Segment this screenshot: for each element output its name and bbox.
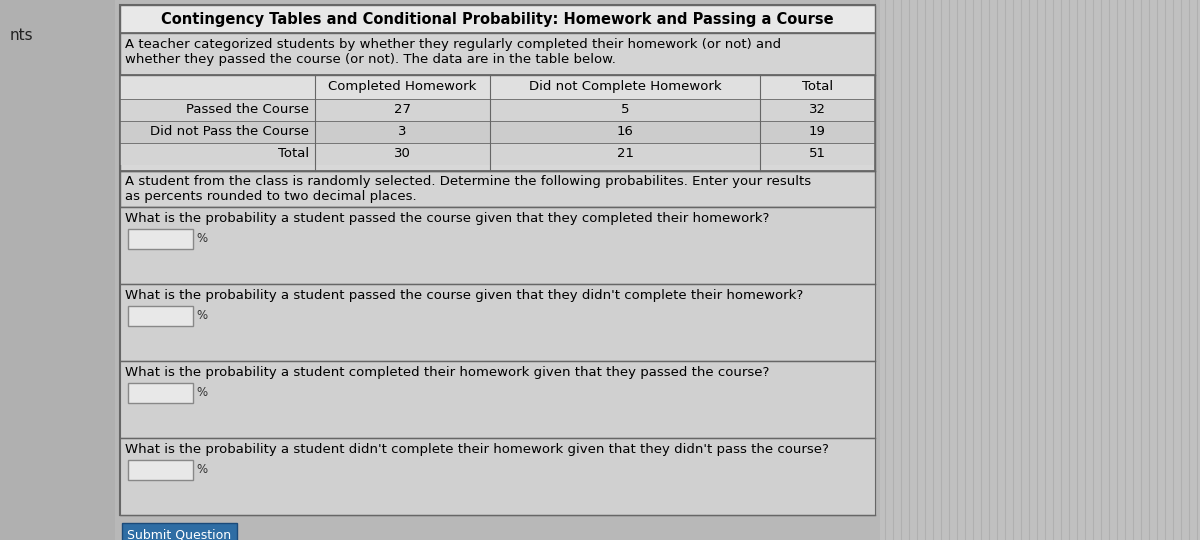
Bar <box>128 229 193 249</box>
Bar <box>120 75 875 171</box>
Text: 51: 51 <box>809 147 826 160</box>
Bar <box>120 143 875 165</box>
Bar <box>120 121 875 143</box>
Text: %: % <box>196 386 208 399</box>
Text: 27: 27 <box>394 103 410 116</box>
Bar <box>120 361 875 438</box>
Text: Completed Homework: Completed Homework <box>329 80 476 93</box>
Text: %: % <box>196 309 208 322</box>
Bar <box>120 5 875 33</box>
Text: Passed the Course: Passed the Course <box>186 103 310 116</box>
Text: A student from the class is randomly selected. Determine the following probabili: A student from the class is randomly sel… <box>125 175 811 188</box>
Bar <box>120 5 875 515</box>
Text: 30: 30 <box>394 147 410 160</box>
Bar <box>128 306 193 326</box>
Bar <box>128 460 193 480</box>
Text: 19: 19 <box>809 125 826 138</box>
Text: nts: nts <box>10 28 34 43</box>
Text: A teacher categorized students by whether they regularly completed their homewor: A teacher categorized students by whethe… <box>125 38 781 51</box>
Text: Contingency Tables and Conditional Probability: Homework and Passing a Course: Contingency Tables and Conditional Proba… <box>161 12 834 27</box>
Text: whether they passed the course (or not). The data are in the table below.: whether they passed the course (or not).… <box>125 53 616 66</box>
Text: 16: 16 <box>617 125 634 138</box>
Bar <box>120 33 875 75</box>
Text: What is the probability a student passed the course given that they completed th: What is the probability a student passed… <box>125 212 769 225</box>
Bar <box>120 207 875 284</box>
Text: What is the probability a student completed their homework given that they passe: What is the probability a student comple… <box>125 366 769 379</box>
Text: 21: 21 <box>617 147 634 160</box>
Text: What is the probability a student didn't complete their homework given that they: What is the probability a student didn't… <box>125 443 829 456</box>
Bar <box>880 0 1200 540</box>
Text: Did not Complete Homework: Did not Complete Homework <box>529 80 721 93</box>
Bar <box>120 284 875 361</box>
Text: %: % <box>196 232 208 245</box>
Text: Total: Total <box>802 80 833 93</box>
Text: 3: 3 <box>398 125 407 138</box>
Text: Total: Total <box>278 147 310 160</box>
Text: as percents rounded to two decimal places.: as percents rounded to two decimal place… <box>125 190 416 203</box>
Bar <box>122 523 238 540</box>
Bar <box>120 438 875 515</box>
Text: 32: 32 <box>809 103 826 116</box>
Bar <box>120 171 875 207</box>
Bar <box>120 75 875 99</box>
Bar <box>0 0 115 540</box>
Text: Submit Question: Submit Question <box>127 528 232 540</box>
Text: 5: 5 <box>620 103 629 116</box>
Bar <box>120 75 875 171</box>
Text: Did not Pass the Course: Did not Pass the Course <box>150 125 310 138</box>
Text: %: % <box>196 463 208 476</box>
Bar <box>128 383 193 403</box>
Text: What is the probability a student passed the course given that they didn't compl: What is the probability a student passed… <box>125 289 803 302</box>
Bar <box>120 99 875 121</box>
